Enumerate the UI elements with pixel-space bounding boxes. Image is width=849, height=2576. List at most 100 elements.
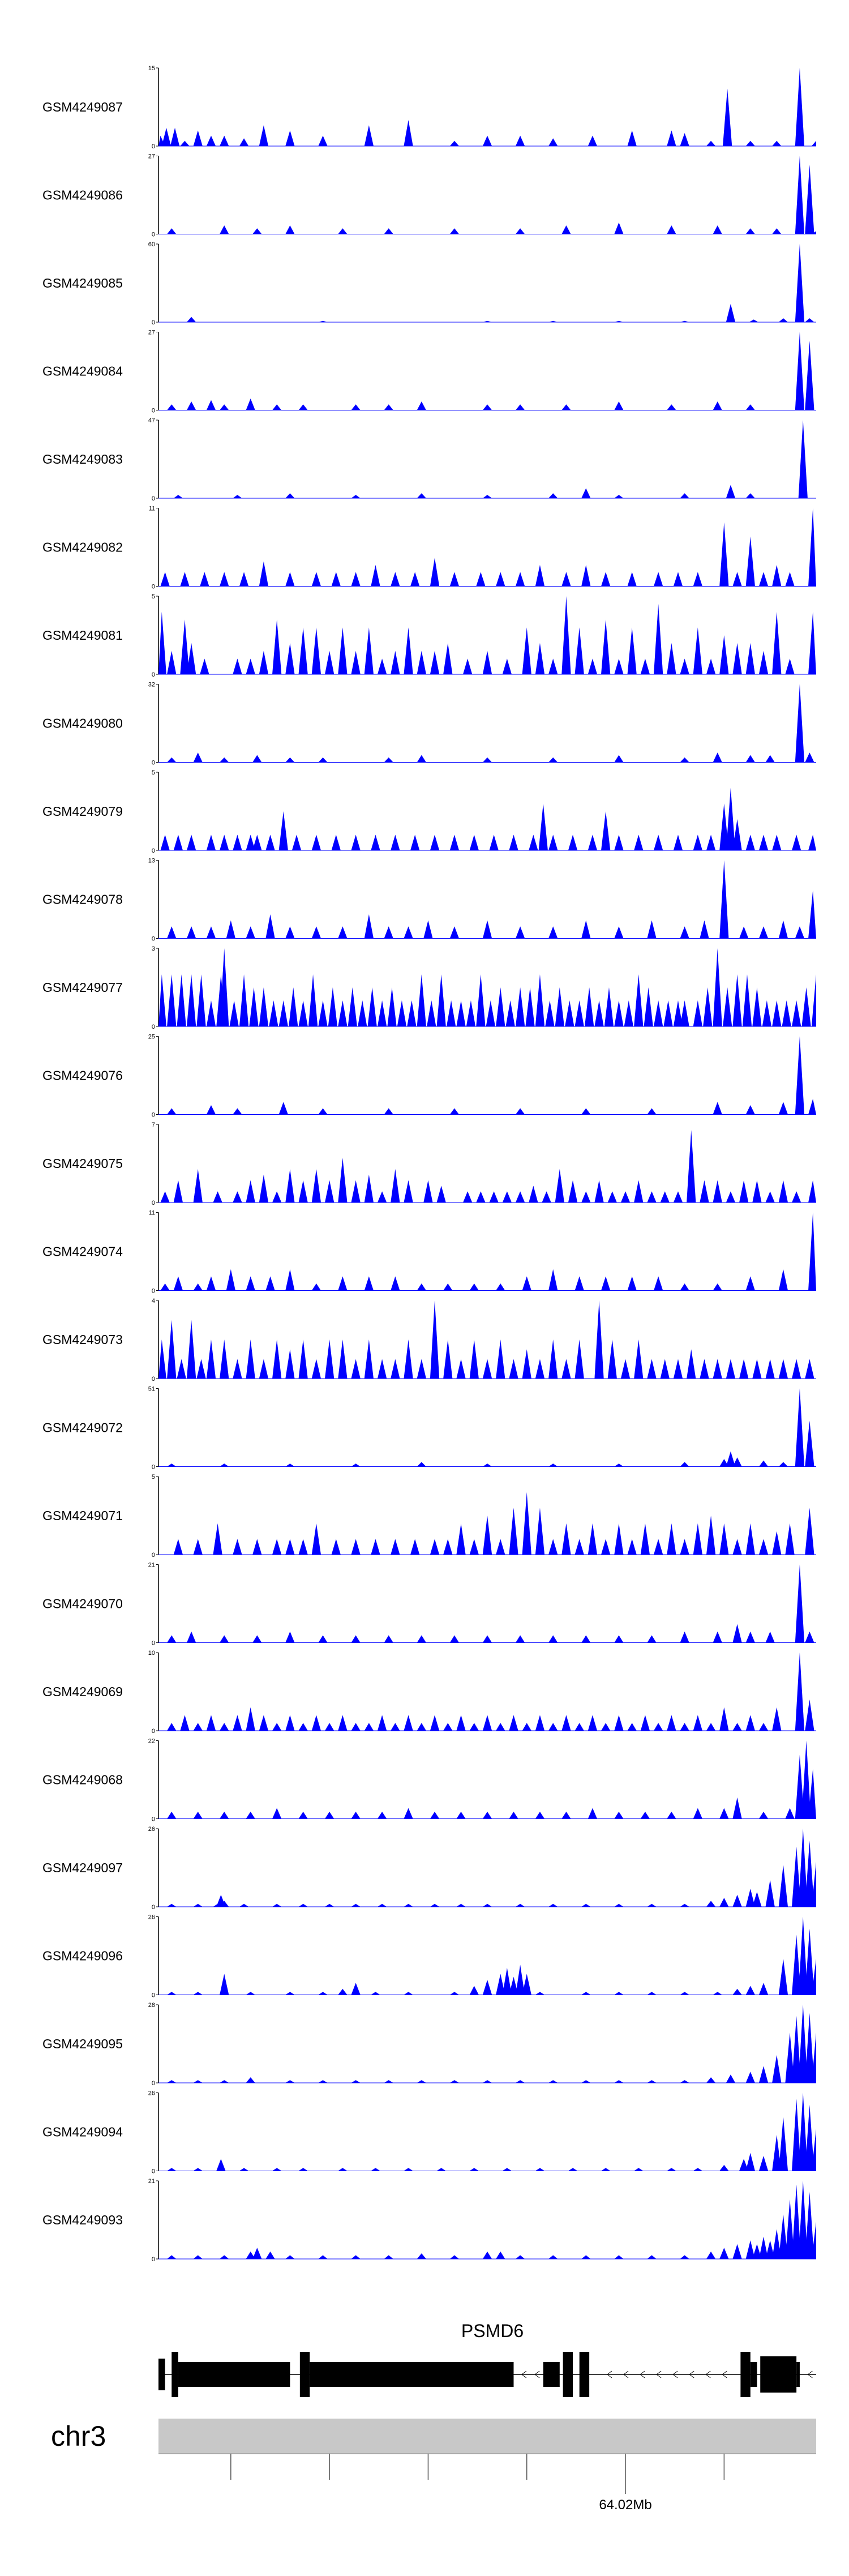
signal-peak <box>213 1191 222 1203</box>
signal-peak <box>680 1992 689 1995</box>
signal-peak <box>522 1349 531 1379</box>
signal-peak <box>713 1359 722 1379</box>
signal-peak <box>785 658 795 674</box>
signal-peak <box>311 1715 321 1731</box>
signal-peak <box>351 1903 361 1907</box>
signal-peak <box>515 1108 525 1115</box>
track-label: GSM4249080 <box>42 716 123 731</box>
signal-peak <box>765 1191 775 1203</box>
signal-peak <box>449 926 460 939</box>
signal-peak <box>496 2251 505 2259</box>
signal-peak <box>482 757 492 763</box>
signal-peak <box>233 658 242 674</box>
signal-peak <box>795 926 805 939</box>
signal-peak <box>700 1180 709 1203</box>
signal-peak <box>535 1811 545 1819</box>
signal-peak <box>548 757 558 763</box>
signal-peak <box>246 2251 255 2259</box>
signal-peak <box>745 755 755 763</box>
signal-peak <box>542 1191 551 1203</box>
signal-peak <box>502 1191 512 1203</box>
signal-peak <box>808 1212 816 1291</box>
exon <box>796 2362 800 2387</box>
signal-peak <box>555 1169 564 1203</box>
signal-peak <box>581 564 591 587</box>
signal-peak <box>384 1635 393 1643</box>
signal-peak <box>220 1464 229 1467</box>
signal-peak <box>469 2168 479 2171</box>
signal-peak <box>443 1723 453 1731</box>
signal-peak <box>436 2168 446 2171</box>
y-axis-max-label: 21 <box>148 1562 155 1569</box>
signal-peak <box>529 835 538 850</box>
signal-peak <box>220 2080 229 2083</box>
signal-peak <box>785 2199 795 2259</box>
signal-peak <box>515 2255 525 2259</box>
signal-peak <box>522 1974 531 1995</box>
signal-peak <box>574 1000 584 1026</box>
signal-peak <box>272 1340 282 1379</box>
signal-peak <box>170 127 180 146</box>
signal-peak <box>377 1715 387 1731</box>
signal-peak <box>239 974 249 1026</box>
signal-peak <box>272 2168 282 2171</box>
signal-peak <box>601 1723 611 1731</box>
signal-peak <box>449 228 460 234</box>
signal-peak <box>167 1320 177 1379</box>
track-GSM4249081: GSM4249081 5 0 <box>42 593 816 678</box>
signal-peak <box>561 1715 571 1731</box>
signal-peak <box>318 2255 328 2259</box>
signal-peak <box>404 627 413 674</box>
signal-peak <box>752 1892 762 1907</box>
signal-peak <box>732 1539 742 1555</box>
signal-peak <box>436 974 446 1026</box>
signal-peak <box>792 1846 801 1907</box>
signal-peak <box>496 572 505 587</box>
chromosome-axis: chr3 64.02Mb <box>51 2419 816 2513</box>
signal-peak <box>443 1340 453 1379</box>
signal-peak <box>298 1723 308 1731</box>
y-axis-min-label: 0 <box>152 1200 155 1206</box>
exon <box>310 2362 514 2387</box>
signal-peak <box>634 1340 644 1379</box>
signal-peak <box>193 1811 203 1819</box>
signal-peak <box>515 572 525 587</box>
signal-peak <box>798 2181 808 2259</box>
signal-peak <box>338 627 348 674</box>
signal-peak <box>673 1359 683 1379</box>
signal-peak <box>732 819 742 850</box>
signal-peak <box>186 316 196 322</box>
signal-peak <box>285 757 295 763</box>
exon <box>579 2352 590 2397</box>
signal-peak <box>384 2255 393 2259</box>
signal-peak <box>469 1723 479 1731</box>
signal-peak <box>545 1000 555 1026</box>
signal-peak <box>548 2080 558 2083</box>
y-axis-max-label: 5 <box>152 1474 155 1480</box>
signal-peak <box>348 987 357 1026</box>
signal-peak <box>397 1000 407 1026</box>
gene-name-label: PSMD6 <box>461 2321 524 2341</box>
signal-peak <box>647 1108 657 1115</box>
signal-peak <box>765 1631 775 1643</box>
signal-peak <box>627 572 637 587</box>
y-axis-max-label: 11 <box>149 506 155 512</box>
signal-peak <box>167 1811 177 1819</box>
signal-peak <box>469 835 479 850</box>
signal-peak <box>772 228 782 234</box>
track-GSM4249094: GSM4249094 26 0 <box>42 2090 816 2175</box>
signal-peak <box>726 485 736 498</box>
signal-peak <box>206 1276 216 1291</box>
signal-peak <box>548 835 558 850</box>
signal-peak <box>384 2080 393 2083</box>
track-GSM4249074: GSM4249074 11 0 <box>42 1210 816 1295</box>
signal-peak <box>805 1699 814 1731</box>
signal-peak <box>206 1000 216 1026</box>
signal-peak <box>581 1992 591 1995</box>
signal-peak <box>206 1105 216 1115</box>
signal-peak <box>351 651 361 674</box>
signal-peak <box>160 1283 170 1291</box>
signal-peak <box>158 611 166 674</box>
signal-peak <box>278 811 288 850</box>
signal-peak <box>785 572 795 587</box>
